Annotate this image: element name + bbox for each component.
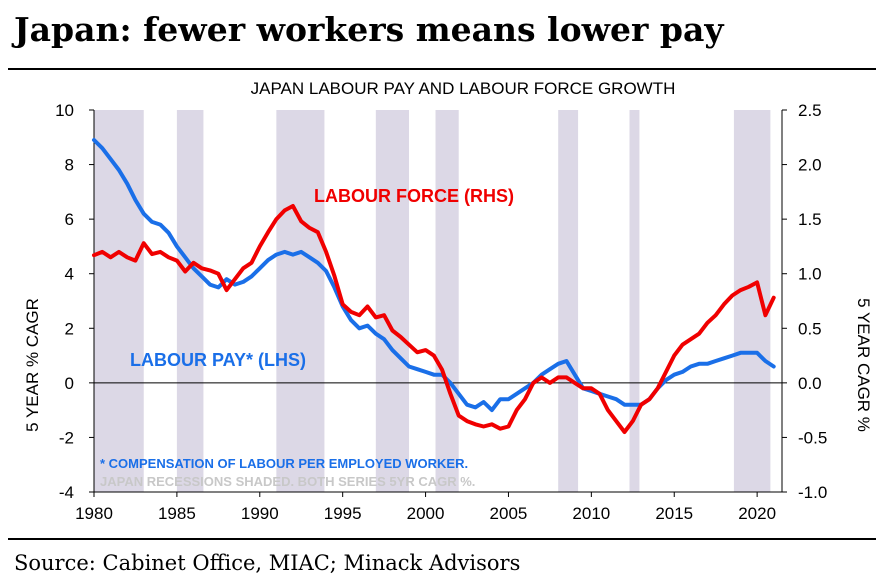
right-tick-label: 2.0 xyxy=(798,156,822,175)
recession-annotation: JAPAN RECESSIONS SHADED. BOTH SERIES 5YR… xyxy=(100,474,475,489)
left-tick-label: 0 xyxy=(65,374,74,393)
x-tick-label: 1995 xyxy=(324,504,362,523)
labour-force-legend: LABOUR FORCE (RHS) xyxy=(314,186,514,206)
chart: 10 8 6 4 2 0 -2 -4 2.5 2.0 1.5 1.0 0.5 0.0 -0.5 -1.0 198… xyxy=(23,79,873,523)
left-tick-label: 8 xyxy=(65,156,74,175)
recession-band xyxy=(435,110,459,492)
x-tick-label: 1985 xyxy=(158,504,196,523)
x-tick-label: 2000 xyxy=(407,504,445,523)
left-tick-label: 6 xyxy=(65,210,74,229)
x-tick-label: 2005 xyxy=(490,504,528,523)
labour-force-line xyxy=(92,204,776,434)
x-tick-label: 2020 xyxy=(738,504,776,523)
recession-band xyxy=(176,110,204,492)
chart-axes xyxy=(89,109,787,497)
tick-labels: 10 8 6 4 2 0 -2 -4 2.5 2.0 1.5 1.0 0.5 0.0 -0.5 -1.0 198… xyxy=(55,101,827,523)
left-tick-label: 2 xyxy=(65,319,74,338)
left-tick-label: -4 xyxy=(59,483,74,502)
right-tick-label: 0.5 xyxy=(798,319,822,338)
x-tick-label: 2010 xyxy=(572,504,610,523)
right-tick-label: 0.0 xyxy=(798,374,822,393)
left-tick-label: 4 xyxy=(65,265,74,284)
right-tick-label: -1.0 xyxy=(798,483,827,502)
right-tick-label: 2.5 xyxy=(798,101,822,120)
bottom-rule xyxy=(8,538,876,540)
left-tick-label: 10 xyxy=(55,101,74,120)
right-axis-label: 5 YEAR CAGR % xyxy=(854,298,873,432)
x-tick-label: 1990 xyxy=(241,504,279,523)
footnote-annotation: * COMPENSATION OF LABOUR PER EMPLOYED WO… xyxy=(100,456,468,471)
series-lines xyxy=(92,138,776,434)
recession-band xyxy=(733,110,771,492)
headline: Japan: fewer workers means lower pay xyxy=(14,10,724,49)
x-tick-label: 1980 xyxy=(75,504,113,523)
recession-band xyxy=(558,110,579,492)
recession-band xyxy=(276,110,325,492)
left-axis-label: 5 YEAR % CAGR xyxy=(23,298,42,432)
x-tick-label: 2015 xyxy=(655,504,693,523)
left-tick-label: -2 xyxy=(59,428,74,447)
labour-pay-legend: LABOUR PAY* (LHS) xyxy=(130,350,306,370)
right-tick-label: 1.5 xyxy=(798,210,822,229)
right-tick-label: 1.0 xyxy=(798,265,822,284)
recession-band xyxy=(375,110,409,492)
recession-band xyxy=(629,110,640,492)
recession-bands xyxy=(94,110,771,492)
top-rule xyxy=(8,68,876,70)
right-tick-label: -0.5 xyxy=(798,428,827,447)
chart-title: JAPAN LABOUR PAY AND LABOUR FORCE GROWTH xyxy=(251,79,676,98)
source-note: Source: Cabinet Office, MIAC; Minack Adv… xyxy=(14,551,521,575)
